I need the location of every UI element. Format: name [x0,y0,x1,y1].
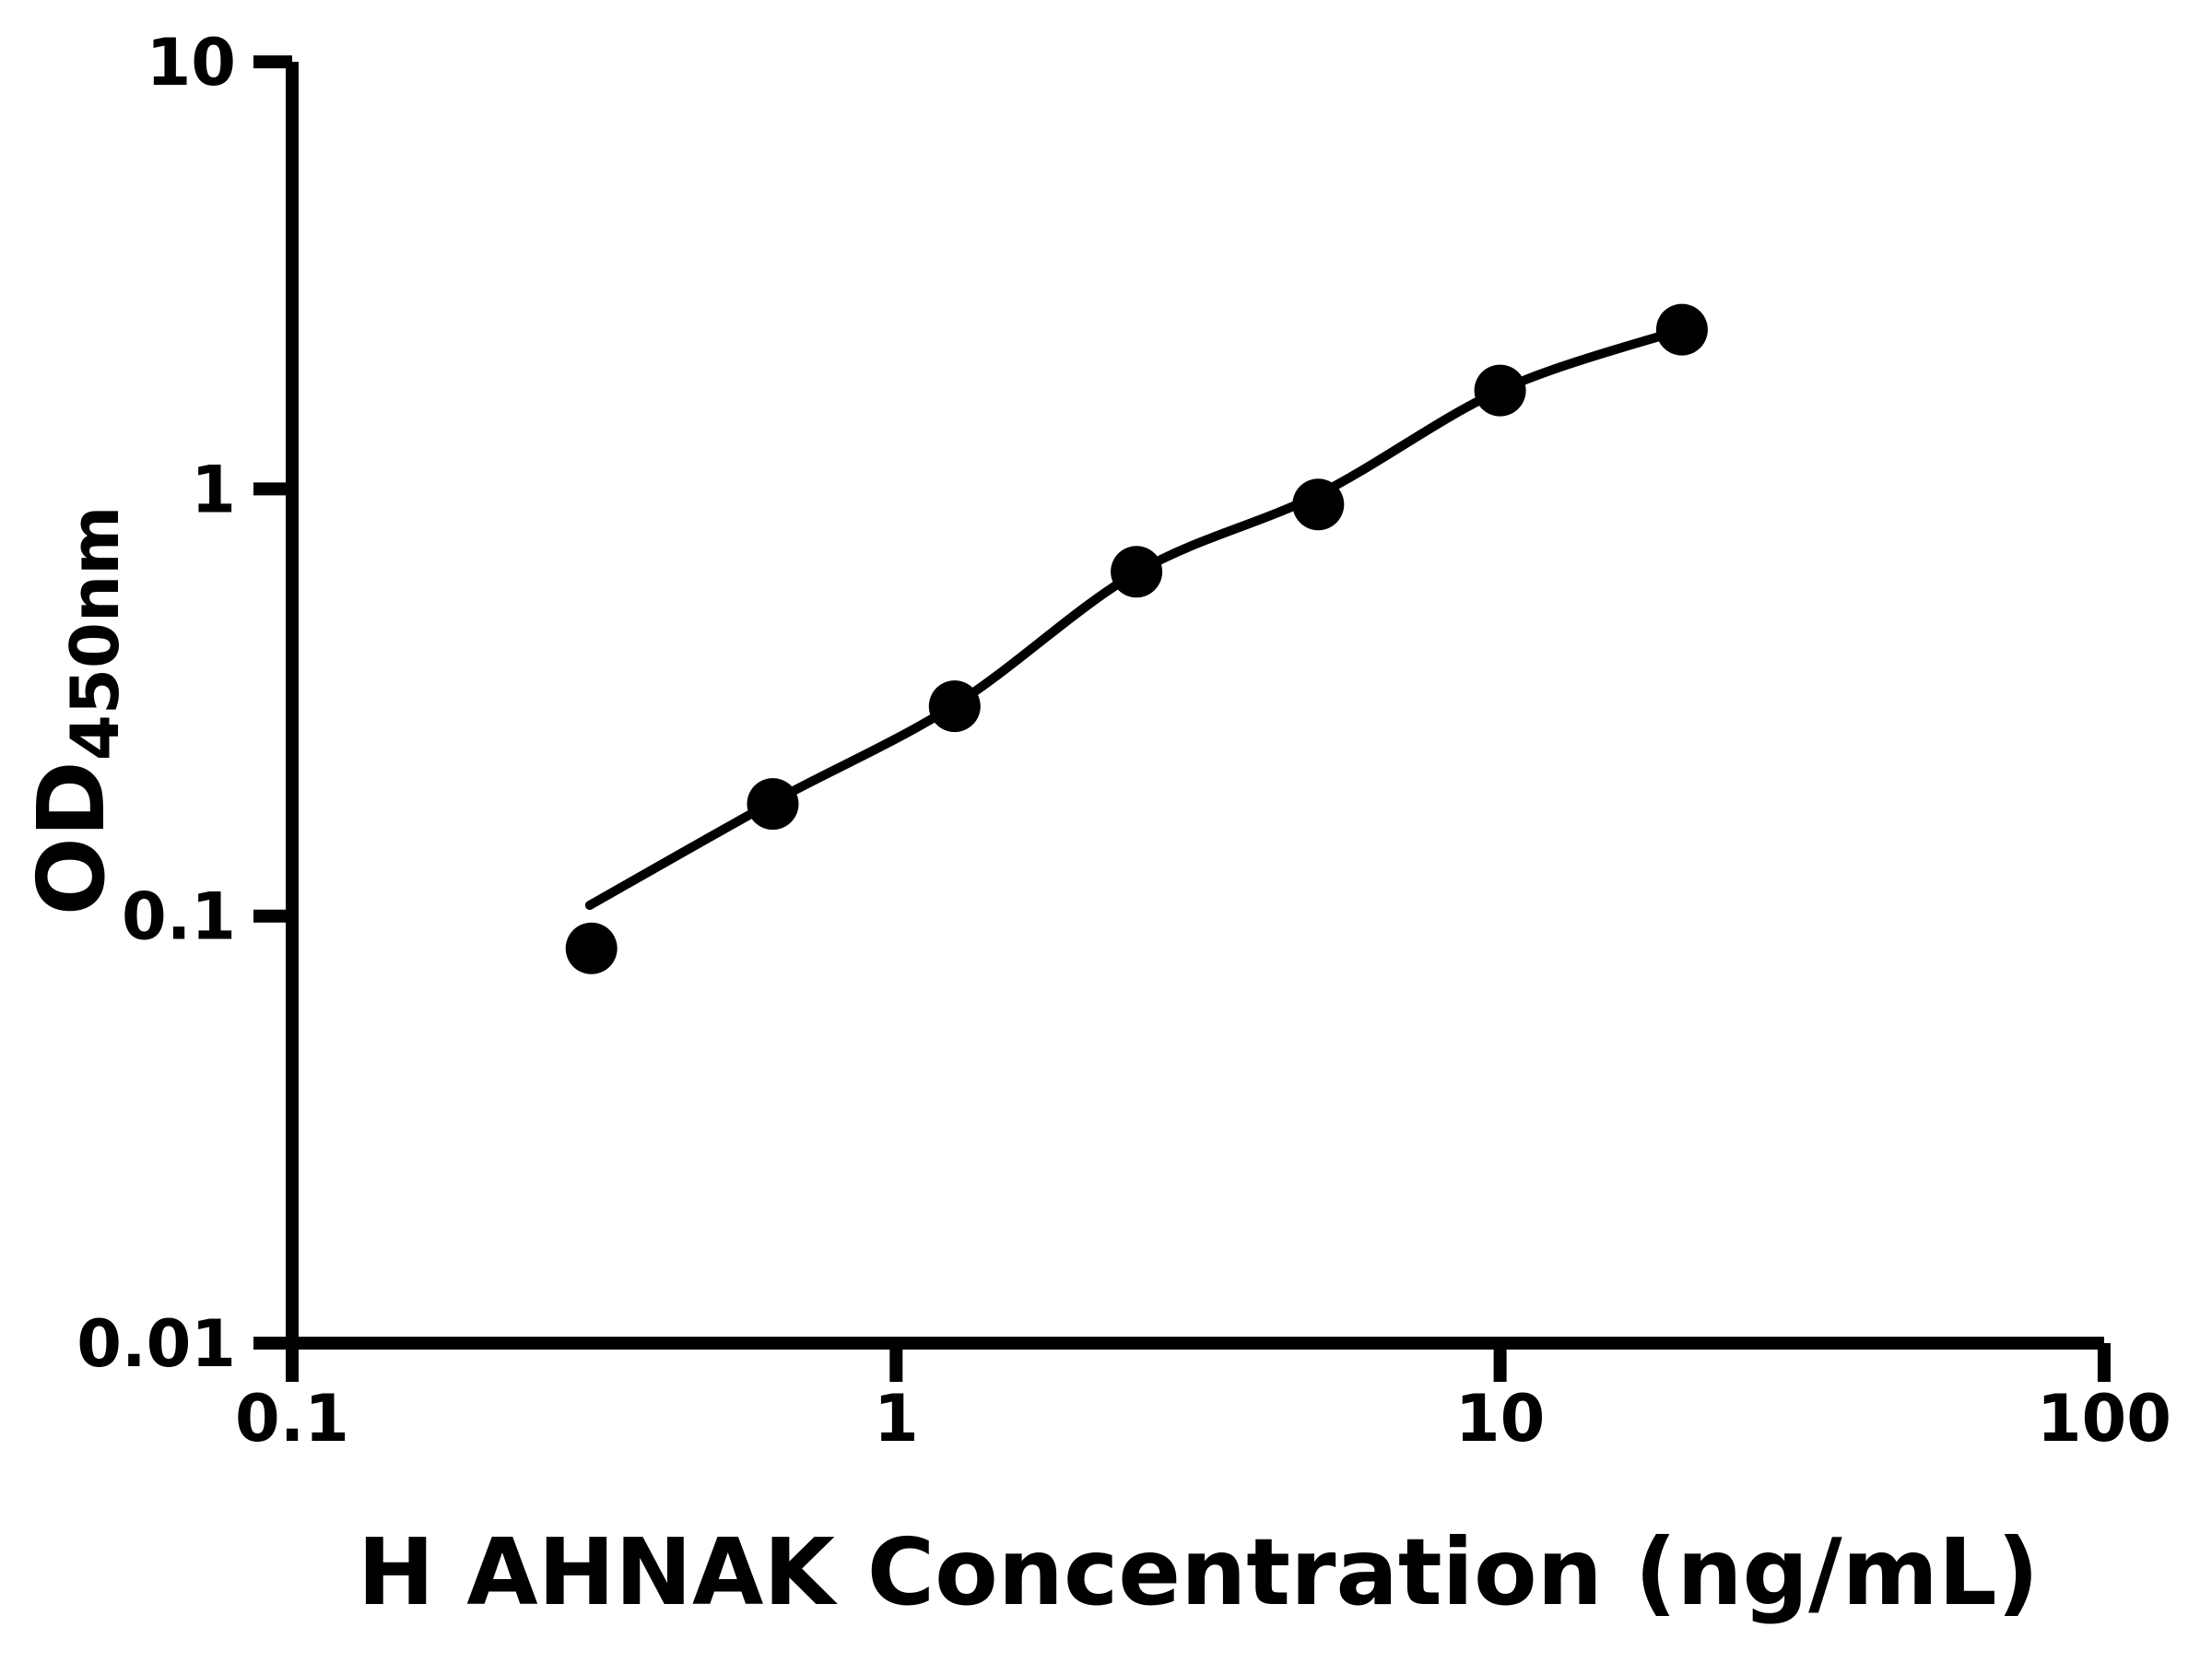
data-point [747,778,799,831]
y-axis-title-subscript: 450nm [56,506,134,761]
y-axis-title-main: OD [18,761,125,915]
data-point [928,680,981,733]
y-tick-label: 0.01 [76,1306,236,1382]
data-points [565,303,1708,974]
tick-marks [253,55,2111,1382]
data-point [565,922,618,974]
axis-lines [286,62,2104,1350]
data-point [1655,303,1708,356]
y-tick-label: 1 [191,452,236,527]
x-tick-label: 1 [874,1381,919,1457]
x-tick-label: 100 [2037,1381,2171,1457]
data-point [1474,364,1526,417]
data-point [1292,478,1345,531]
x-tick-label: 10 [1455,1381,1545,1457]
y-tick-label: 0.1 [122,879,236,955]
axes [286,62,2104,1350]
x-tick-label: 0.1 [235,1381,349,1457]
data-point [1111,546,1163,598]
y-axis-title: OD450nm [18,506,134,916]
x-axis-title: H AHNAK Concentration (ng/mL) [358,1518,2040,1626]
y-tick-label: 10 [147,25,236,100]
